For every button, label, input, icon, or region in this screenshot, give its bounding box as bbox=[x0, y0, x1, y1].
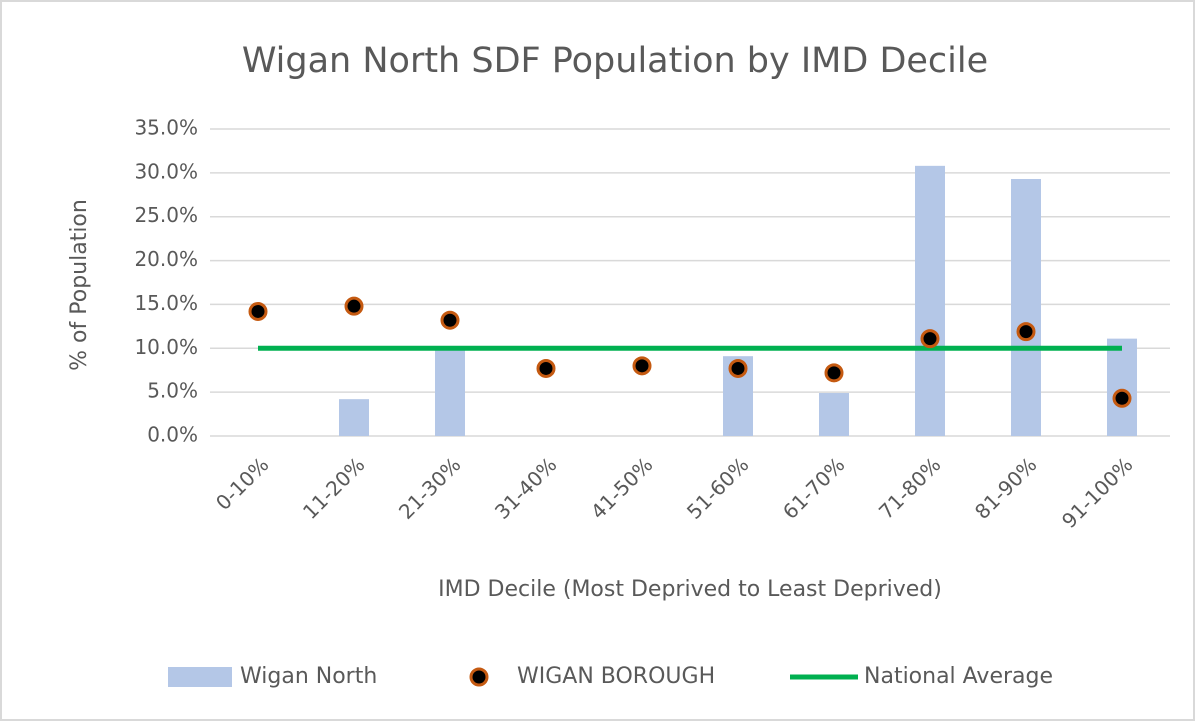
point bbox=[440, 310, 460, 330]
bar bbox=[339, 399, 369, 436]
point bbox=[920, 329, 940, 349]
bar bbox=[1107, 338, 1137, 436]
point bbox=[824, 363, 844, 383]
legend-label: WIGAN BOROUGH bbox=[517, 664, 715, 689]
y-axis-title: % of Population bbox=[67, 199, 92, 371]
x-axis-title: IMD Decile (Most Deprived to Least Depri… bbox=[438, 577, 942, 602]
point bbox=[632, 356, 652, 376]
bar bbox=[1011, 178, 1041, 437]
legend-swatch bbox=[168, 667, 232, 687]
point bbox=[344, 296, 364, 316]
legend-label: National Average bbox=[864, 664, 1053, 689]
bar bbox=[435, 350, 465, 436]
point bbox=[248, 301, 268, 321]
y-tick-label: 0.0% bbox=[147, 423, 198, 447]
y-tick-label: 20.0% bbox=[134, 247, 198, 271]
y-tick-label: 25.0% bbox=[134, 203, 198, 227]
y-tick-label: 30.0% bbox=[134, 159, 198, 183]
point bbox=[1112, 388, 1132, 408]
legend-label: Wigan North bbox=[240, 664, 377, 689]
bar bbox=[915, 165, 945, 436]
y-tick-label: 15.0% bbox=[134, 291, 198, 315]
bar bbox=[819, 393, 849, 436]
chart-title: Wigan North SDF Population by IMD Decile bbox=[242, 41, 988, 81]
point bbox=[536, 358, 556, 378]
point bbox=[1016, 322, 1036, 342]
point bbox=[728, 358, 748, 378]
y-tick-label: 35.0% bbox=[134, 116, 198, 140]
legend-swatch bbox=[469, 667, 489, 687]
y-tick-label: 10.0% bbox=[134, 335, 198, 359]
y-tick-label: 5.0% bbox=[147, 379, 198, 403]
